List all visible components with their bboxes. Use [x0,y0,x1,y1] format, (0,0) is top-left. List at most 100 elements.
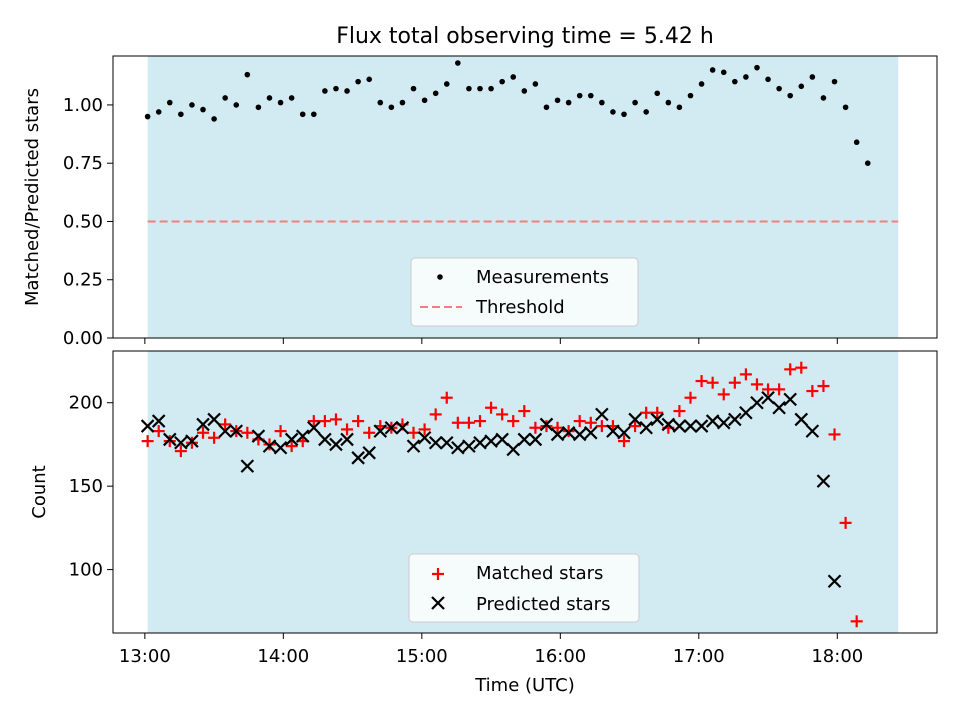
matched-star-point [717,388,730,401]
measurement-point [277,99,284,106]
predicted-star-point [163,432,177,447]
top-y-tick-label: 0.25 [63,270,103,291]
measurement-point [610,109,616,115]
measurement-point [499,78,505,85]
predicted-star-point [794,412,809,427]
predicted-star-point [329,437,343,452]
matched-star-point [806,385,819,398]
measurement-point [421,97,428,104]
measurement-point [388,104,395,111]
predicted-star-point [251,429,266,443]
top-y-tick-label: 0.75 [63,153,103,174]
measurement-point [809,74,816,80]
bottom-x-tick-label: 14:00 [257,646,309,667]
matched-star-point [540,420,553,433]
measurement-point [521,88,528,94]
legend-threshold-label: Threshold [475,297,565,318]
bottom-x-ticks: 13:00 14:00 15:00 16:00 17:00 18:00 [119,633,863,667]
matched-star-point [429,408,442,421]
matched-star-point [307,415,320,428]
measurement-point [455,60,461,66]
predicted-star-point [196,417,210,432]
bottom-x-tick-label: 16:00 [534,646,586,667]
predicted-star-point [761,390,775,405]
predicted-star-point [705,414,720,428]
predicted-star-point [395,420,410,435]
measurement-point [831,78,838,85]
predicted-star-point [273,441,288,455]
matched-star-points [141,361,863,628]
measurement-points [144,60,871,167]
matched-star-point [451,416,464,429]
matched-star-point [352,415,365,428]
measurement-point [233,102,240,108]
predicted-star-point [406,439,421,453]
predicted-star-point [428,435,443,450]
measurement-point [443,81,450,87]
measurement-point [864,160,871,167]
bottom-y-tick-label: 200 [69,393,103,414]
measurement-point [754,64,760,71]
predicted-star-point [185,434,199,448]
matched-star-point [728,376,741,389]
top-y-tick-label: 0.50 [63,211,103,232]
matched-star-point [174,445,187,458]
predicted-star-point [495,432,509,447]
measurement-point [798,83,805,90]
predicted-star-point [628,412,642,427]
predicted-star-points [140,390,842,589]
measurement-point [178,111,184,118]
bottom-y-ticks: 100 150 200 [69,393,113,581]
measurement-point [255,104,262,111]
measurement-point [432,90,439,97]
measurement-point [344,88,350,94]
figure-title: Flux total observing time = 5.42 h [336,24,714,49]
measurement-point [311,111,317,118]
measurement-point [366,76,373,83]
predicted-star-point [506,442,521,457]
matched-star-point [850,615,863,628]
measurement-point [565,99,572,106]
predicted-star-point [473,435,487,450]
predicted-star-point [584,425,598,440]
measurement-point [853,139,860,146]
measurement-point [776,85,782,92]
predicted-star-point [340,432,354,447]
matched-star-point [208,431,221,444]
matched-star-point [152,425,165,438]
matched-star-point [640,406,653,419]
measurement-point [720,69,727,76]
matched-star-point [496,408,509,421]
measurement-point [288,95,295,101]
matched-star-point [695,375,708,388]
matched-star-point [795,361,808,374]
predicted-star-point [572,427,587,442]
matched-star-point [828,428,841,441]
measurement-point [377,99,384,106]
matched-star-point [562,425,575,438]
matched-star-point [651,406,664,419]
predicted-star-point [672,419,687,433]
measurement-point [211,116,217,122]
measurement-point [477,85,483,92]
measurement-point [299,111,306,118]
top-panel: 0.00 0.25 0.50 0.75 1.00 Matched/Predicted s… [22,55,938,349]
measurement-point [698,81,705,87]
matched-star-point [341,423,354,436]
predicted-star-point [462,439,476,453]
predicted-star-point [484,434,498,448]
measurement-point [632,99,638,106]
measurement-point [787,92,794,99]
predicted-star-point [772,400,786,415]
measurement-point [466,85,472,92]
matched-star-point [185,436,198,449]
top-x-ticks [144,338,838,344]
matched-star-point [197,426,210,439]
measurement-point [543,104,550,111]
measurement-point [244,71,251,78]
measurement-point [488,85,494,92]
predicted-star-point [439,435,454,450]
predicted-star-point [295,429,310,443]
predicted-star-point [639,420,653,435]
